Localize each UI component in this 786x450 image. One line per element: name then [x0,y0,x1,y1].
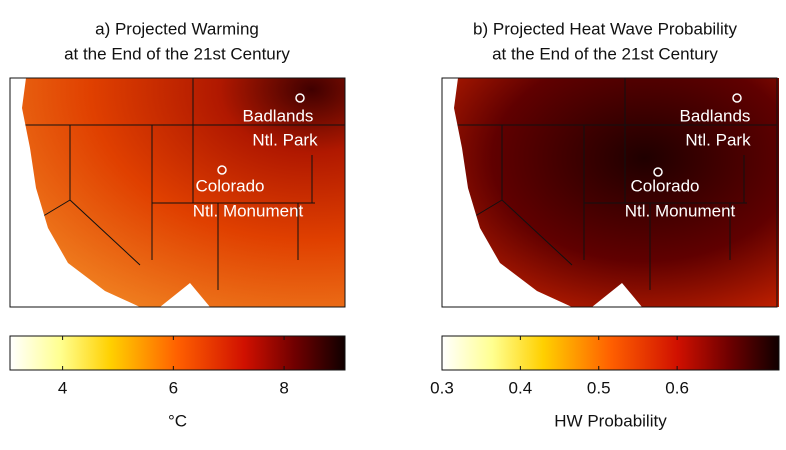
site-label: Colorado [631,176,700,195]
colorbar-label: °C [168,411,187,430]
colorbar-label: HW Probability [554,411,667,430]
colorbar [9,335,346,371]
site-label: Ntl. Monument [193,201,304,220]
site-label: Ntl. Park [252,130,318,149]
panel-title: at the End of the 21st Century [492,44,718,63]
panel-title: a) Projected Warming [95,19,259,38]
site-label: Ntl. Monument [625,201,736,220]
tick-label: 0.5 [587,378,611,397]
tick-label: 6 [169,378,178,397]
site-marker [295,93,305,103]
site-label: Colorado [196,176,265,195]
site-marker [653,167,663,177]
site-marker [732,93,742,103]
map-b [441,77,779,308]
site-label: Badlands [680,106,751,125]
panel-title: b) Projected Heat Wave Probability [473,19,737,38]
tick-label: 0.3 [430,378,454,397]
tick-label: 0.6 [665,378,689,397]
map-a [9,77,346,308]
panel-title: at the End of the 21st Century [64,44,290,63]
site-label: Badlands [243,106,314,125]
colorbar [441,335,780,371]
site-label: Ntl. Park [685,130,751,149]
site-marker [217,165,227,175]
tick-label: 4 [58,378,67,397]
tick-label: 8 [279,378,288,397]
tick-label: 0.4 [509,378,533,397]
